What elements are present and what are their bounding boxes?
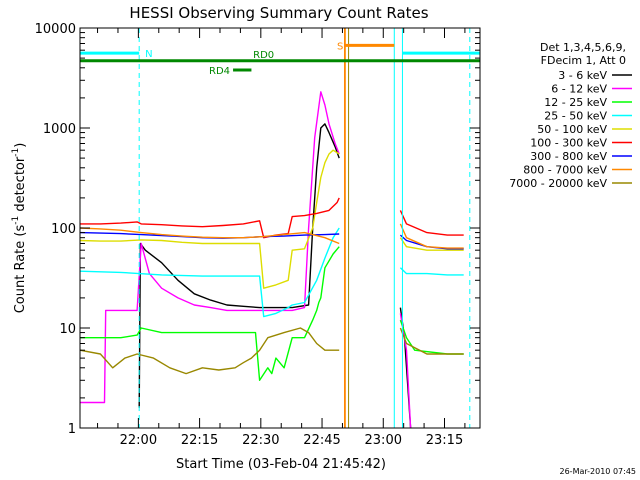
legend-label-3-6-kev: 3 - 6 keV — [558, 69, 607, 82]
legend: Det 1,3,4,5,6,9, FDecim 1, Att 0 3 - 6 k… — [509, 41, 632, 190]
y-axis-label: Count Rate (s-1 detector-1) — [11, 143, 28, 314]
flag-label-s: S — [337, 41, 343, 52]
series-line-25-50-kev — [79, 227, 464, 318]
y-tick-label-10: 10 — [59, 322, 76, 337]
axis-ticks-layer: 1 10 100 1000 10000 22:00 22:15 22:30 22:45 23:00… — [35, 22, 480, 448]
series-line-50-100-kev — [79, 149, 464, 289]
x-tick-label-22-00: 22:00 — [120, 433, 157, 448]
flag-label-rd0: RD0 — [253, 50, 274, 61]
y-tick-label-10000: 10000 — [35, 22, 76, 37]
footer-date: 26-Mar-2010 07:45 — [560, 467, 637, 476]
x-tick-label-23-15: 23:15 — [426, 433, 463, 448]
x-axis-label: Start Time (03-Feb-04 21:45:42) — [176, 457, 386, 472]
flag-bars-layer: N S RD0 RD4 — [80, 28, 480, 428]
x-tick-label-22-15: 22:15 — [181, 433, 218, 448]
legend-label-7000-20000-kev: 7000 - 20000 keV — [509, 177, 607, 190]
x-tick-label-22-45: 22:45 — [303, 433, 340, 448]
legend-label-100-300-kev: 100 - 300 keV — [530, 137, 607, 150]
y-tick-label-1000: 1000 — [43, 122, 76, 137]
legend-header-line1: Det 1,3,4,5,6,9, — [540, 41, 626, 54]
legend-label-12-25-kev: 12 - 25 keV — [544, 96, 607, 109]
series-line-800-7000-kev — [79, 223, 464, 249]
chart-title: HESSI Observing Summary Count Rates — [129, 4, 428, 22]
series-layer — [79, 28, 464, 429]
flag-label-n: N — [145, 49, 152, 60]
legend-label-300-800-kev: 300 - 800 keV — [530, 150, 607, 163]
series-line-100-300-kev — [80, 197, 464, 239]
flag-label-rd4: RD4 — [209, 66, 230, 77]
series-line-7000-20000-kev — [79, 327, 464, 375]
series-line-6-12-kev — [80, 91, 412, 429]
y-tick-label-1: 1 — [68, 422, 76, 437]
legend-header-line2: FDecim 1, Att 0 — [541, 54, 626, 67]
y-tick-label-100: 100 — [51, 222, 76, 237]
legend-label-50-100-kev: 50 - 100 keV — [537, 123, 607, 136]
x-tick-label-22-30: 22:30 — [242, 433, 279, 448]
x-tick-label-23-00: 23:00 — [365, 433, 402, 448]
legend-label-25-50-kev: 25 - 50 keV — [544, 110, 607, 123]
legend-label-800-7000-kev: 800 - 7000 keV — [523, 164, 607, 177]
legend-label-6-12-kev: 6 - 12 keV — [551, 83, 607, 96]
